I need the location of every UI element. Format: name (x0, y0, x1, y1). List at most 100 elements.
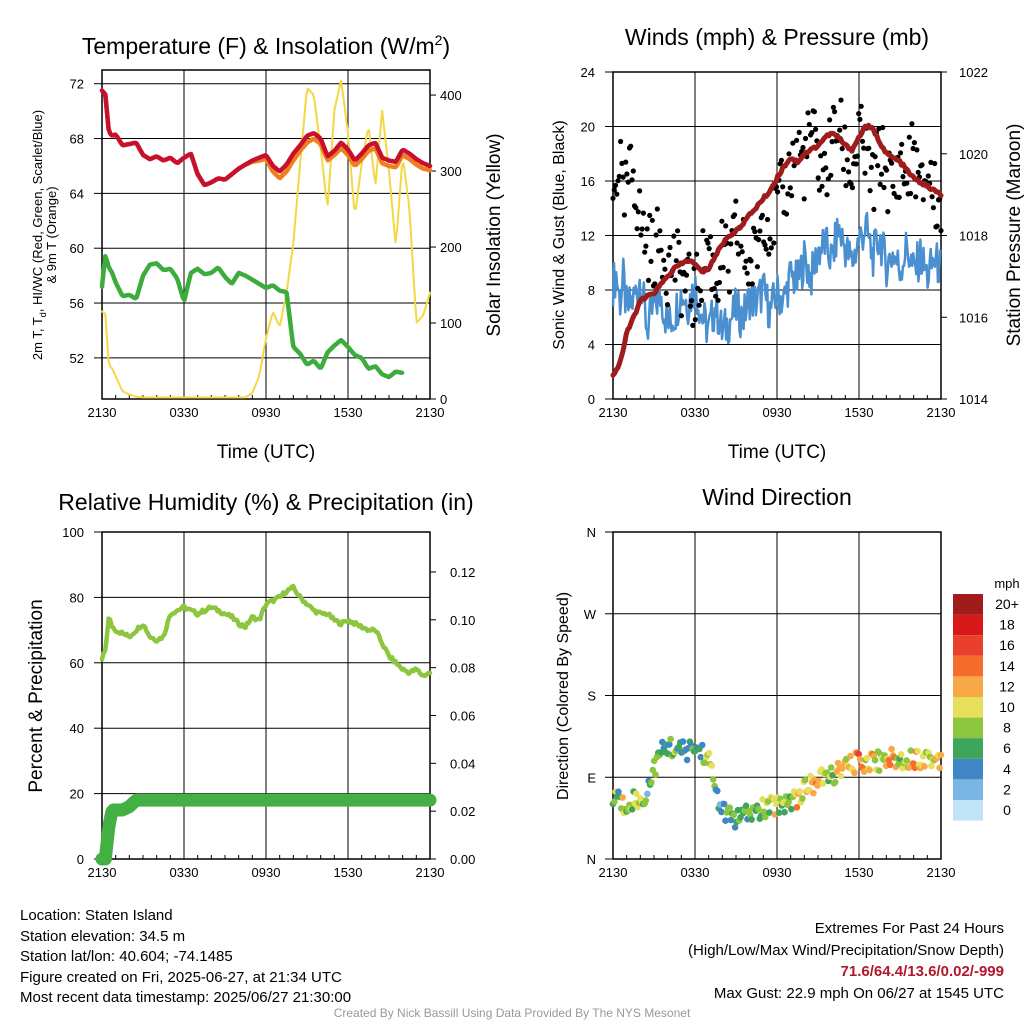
colorbar-label: 4 (1003, 761, 1011, 777)
direction-point (714, 787, 721, 795)
gust-point (725, 268, 731, 274)
colorbar-swatch (953, 635, 983, 656)
direction-point (847, 752, 854, 760)
recent-timestamp: Most recent data timestamp: 2025/06/27 2… (20, 989, 352, 1006)
direction-point (730, 811, 738, 819)
y-axis-label: 2m T, Td, HI/WC (Red, Green, Scarlet/Blu… (30, 110, 48, 360)
gust-point (706, 246, 712, 252)
direction-point (709, 776, 717, 783)
x-tick-label: 1530 (334, 865, 363, 880)
y2-tick-label: 1016 (959, 310, 988, 325)
panel-1 (94, 69, 436, 400)
gust-point (635, 209, 641, 215)
x-tick-label: 2130 (599, 405, 628, 420)
y-axis-label: Percent & Precipitation (26, 599, 47, 792)
gust-point (752, 229, 758, 235)
colorbar-label: 2 (1003, 781, 1011, 797)
direction-point (708, 762, 716, 769)
gust-point (899, 141, 905, 147)
chart-title: Temperature (F) & Insolation (W/m2) (82, 32, 450, 59)
colorbar-label: 10 (999, 699, 1015, 715)
gust-point (738, 243, 744, 249)
gust-point (739, 249, 745, 255)
gust-point (828, 172, 834, 178)
gust-point (637, 188, 643, 194)
gust-point (877, 181, 883, 187)
gust-point (697, 288, 704, 294)
y-tick-label: 40 (70, 721, 84, 736)
y-tick-label: 20 (581, 120, 595, 135)
x-tick-label: 0330 (170, 405, 199, 420)
gust-point (688, 298, 695, 304)
direction-point (796, 788, 803, 795)
colorbar-label: 0 (1003, 802, 1011, 818)
direction-point (799, 795, 806, 802)
gust-point (634, 226, 640, 232)
direction-point (720, 800, 728, 808)
gust-point (624, 171, 630, 177)
gust-point (625, 179, 631, 185)
direction-point (727, 816, 735, 824)
direction-point (705, 749, 713, 757)
y2-axis-label: Solar Insolation (Yellow) (484, 133, 505, 336)
extremes-title: Extremes For Past 24 Hours (814, 920, 1004, 937)
gust-point (719, 218, 725, 224)
direction-point (807, 772, 814, 780)
gust-point (842, 124, 848, 130)
gust-point (871, 206, 877, 212)
direction-point (642, 797, 650, 804)
gust-point (615, 178, 621, 184)
gust-point (654, 206, 660, 212)
gust-point (794, 137, 800, 143)
gust-point (838, 97, 844, 103)
x-tick-label: 0330 (681, 405, 710, 420)
gust-point (715, 297, 721, 303)
gust-point (694, 251, 700, 257)
direction-point (628, 806, 636, 813)
gust-point (909, 121, 915, 127)
gust-point (673, 258, 679, 264)
gust-point (844, 157, 850, 163)
direction-point (785, 798, 792, 806)
y2-tick-label: 0.06 (450, 708, 475, 723)
gust-point (707, 234, 714, 240)
y2-tick-label: 0.08 (450, 661, 475, 676)
gust-point (754, 264, 761, 270)
x-axis-label: Time (UTC) (728, 442, 827, 463)
gust-point (610, 195, 616, 201)
colorbar-label: 18 (999, 617, 1015, 633)
gust-point (787, 185, 793, 191)
colorbar-swatch (953, 800, 983, 821)
credit-line: Created By Nick Bassill Using Data Provi… (333, 1006, 691, 1020)
gust-point (813, 126, 819, 132)
gust-point (734, 240, 740, 246)
y-tick-label: 16 (581, 174, 595, 189)
chart-title: Relative Humidity (%) & Precipitation (i… (58, 489, 473, 515)
gust-point (790, 140, 796, 146)
direction-point (611, 798, 618, 805)
gust-point (735, 251, 742, 257)
colorbar-swatch (953, 697, 983, 718)
gust-point (849, 185, 856, 191)
gust-point (633, 205, 639, 211)
x-tick-label: 2130 (927, 405, 956, 420)
y-tick-label: 24 (581, 65, 595, 80)
colorbar-swatch (953, 614, 983, 636)
gust-point (930, 205, 937, 211)
gust-point (713, 293, 719, 299)
gust-point (913, 194, 919, 200)
gust-point (658, 247, 664, 253)
y2-tick-label: 300 (440, 164, 462, 179)
y-tick-label: 72 (70, 77, 84, 92)
gust-point (906, 134, 912, 140)
gust-point (802, 135, 809, 142)
series-line-sonic-wind (611, 211, 942, 345)
gust-point (932, 160, 938, 167)
direction-point (851, 769, 858, 777)
direction-point (834, 759, 842, 767)
y2-tick-label: 1022 (959, 65, 988, 80)
gust-point (748, 258, 754, 264)
direction-point (722, 817, 729, 824)
direction-point (633, 790, 640, 797)
series-line-precipitation (95, 793, 437, 866)
